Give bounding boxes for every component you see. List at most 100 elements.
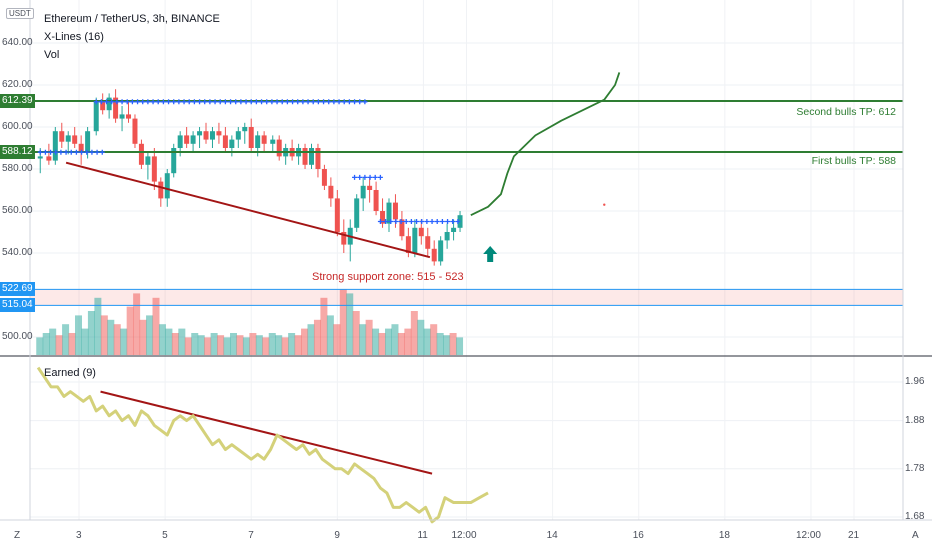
first-tp-label: First bulls TP: 588 (811, 155, 896, 167)
x-line-marker (310, 99, 316, 105)
volume-bar (146, 315, 154, 355)
volume-bar (249, 333, 257, 355)
x-line-marker (228, 99, 234, 105)
volume-bar (36, 337, 44, 355)
volume-bar (262, 337, 270, 355)
volume-bar (191, 333, 199, 355)
volume-bar (436, 333, 444, 355)
currency-badge[interactable]: USDT (6, 8, 34, 19)
x-line-marker (429, 219, 435, 224)
time-tick-label: 5 (162, 530, 168, 541)
support-zone (30, 289, 903, 306)
x-line-marker (73, 149, 79, 155)
price-tick-label: 620.00 (2, 79, 33, 90)
candle-body (151, 156, 157, 182)
x-line-marker (119, 99, 125, 105)
x-line-marker (150, 99, 156, 105)
x-line-marker (124, 99, 130, 105)
candle-body (72, 135, 78, 144)
volume-bar (423, 328, 431, 355)
x-line-marker (84, 149, 90, 155)
auto-scale-button[interactable]: A (912, 530, 919, 541)
volume-bar (184, 337, 192, 355)
time-tick-label: 9 (334, 530, 340, 541)
x-line-marker (315, 99, 321, 105)
price-tag: 515.04 (0, 298, 35, 313)
x-line-marker (166, 99, 172, 105)
volume-bar (158, 324, 166, 355)
volume-bar (75, 315, 82, 355)
volume-bar (242, 337, 250, 355)
volume-bar (385, 328, 392, 355)
indicator-vol-label[interactable]: Vol (44, 49, 60, 61)
time-tick-label: 12:00 (451, 530, 477, 541)
x-line-marker (248, 99, 254, 105)
axes (0, 0, 932, 521)
volume-bar (410, 311, 418, 355)
volume-bar (236, 335, 244, 355)
candle-body (438, 240, 444, 262)
x-lines-markers (37, 99, 461, 224)
x-line-marker (42, 149, 48, 155)
volume-bar (391, 324, 399, 355)
candle-body (321, 169, 327, 186)
x-line-marker (367, 174, 373, 180)
candle-body (78, 143, 84, 153)
volume-bar (294, 335, 302, 355)
price-tick-label: 600.00 (2, 121, 33, 132)
earned-tick-label: 1.78 (905, 462, 925, 474)
volume-bar (288, 333, 296, 355)
volume-bars (36, 289, 464, 355)
candle-body (360, 185, 366, 199)
x-line-marker (94, 149, 100, 155)
candle-body (334, 198, 340, 232)
marker-dot (603, 203, 606, 206)
x-line-marker (58, 149, 64, 155)
x-line-marker (253, 99, 259, 105)
volume-bar (62, 324, 70, 355)
candle-body (341, 232, 347, 245)
candle-body (106, 97, 112, 111)
volume-bar (204, 337, 212, 355)
candle-body (235, 131, 241, 140)
zoom-toggle-button[interactable]: Z (14, 530, 21, 541)
candle-body (309, 148, 314, 165)
volume-bar (68, 333, 76, 355)
x-line-marker (140, 99, 146, 105)
indicator-earned-label[interactable]: Earned (9) (44, 367, 96, 379)
volume-bar (165, 328, 173, 355)
volume-bar (404, 328, 412, 355)
second-tp-label: Second bulls TP: 612 (796, 106, 896, 118)
volume-bar (55, 335, 63, 355)
x-line-marker (197, 99, 203, 105)
support-zone-label: Strong support zone: 515 - 523 (312, 271, 464, 283)
volume-bar (171, 333, 179, 355)
price-tick-label: 500.00 (2, 331, 33, 342)
volume-bar (301, 328, 309, 355)
x-line-marker (171, 99, 177, 105)
indicator-xlines-label[interactable]: X-Lines (16) (44, 31, 104, 43)
price-trendline (65, 161, 431, 259)
candle-body (171, 148, 177, 174)
x-line-marker (129, 99, 135, 105)
x-line-marker (377, 174, 383, 180)
volume-bar (49, 328, 57, 355)
candle-body (444, 232, 450, 241)
time-tick-label: 3 (76, 530, 82, 541)
symbol-title[interactable]: Ethereum / TetherUS, 3h, BINANCE (44, 13, 220, 25)
candle-body (380, 211, 386, 224)
x-line-marker (259, 99, 265, 105)
x-line-marker (93, 99, 99, 105)
volume-bar (42, 333, 50, 355)
x-line-marker (155, 99, 161, 105)
candle-body (132, 118, 138, 144)
volume-bar (126, 306, 134, 355)
time-tick-label: 12:00 (795, 530, 821, 541)
x-line-marker (222, 99, 228, 105)
x-line-marker (104, 99, 110, 105)
candle-body (184, 135, 190, 144)
candle-body (315, 148, 321, 169)
volume-bar (320, 297, 328, 355)
x-line-marker (186, 99, 192, 105)
